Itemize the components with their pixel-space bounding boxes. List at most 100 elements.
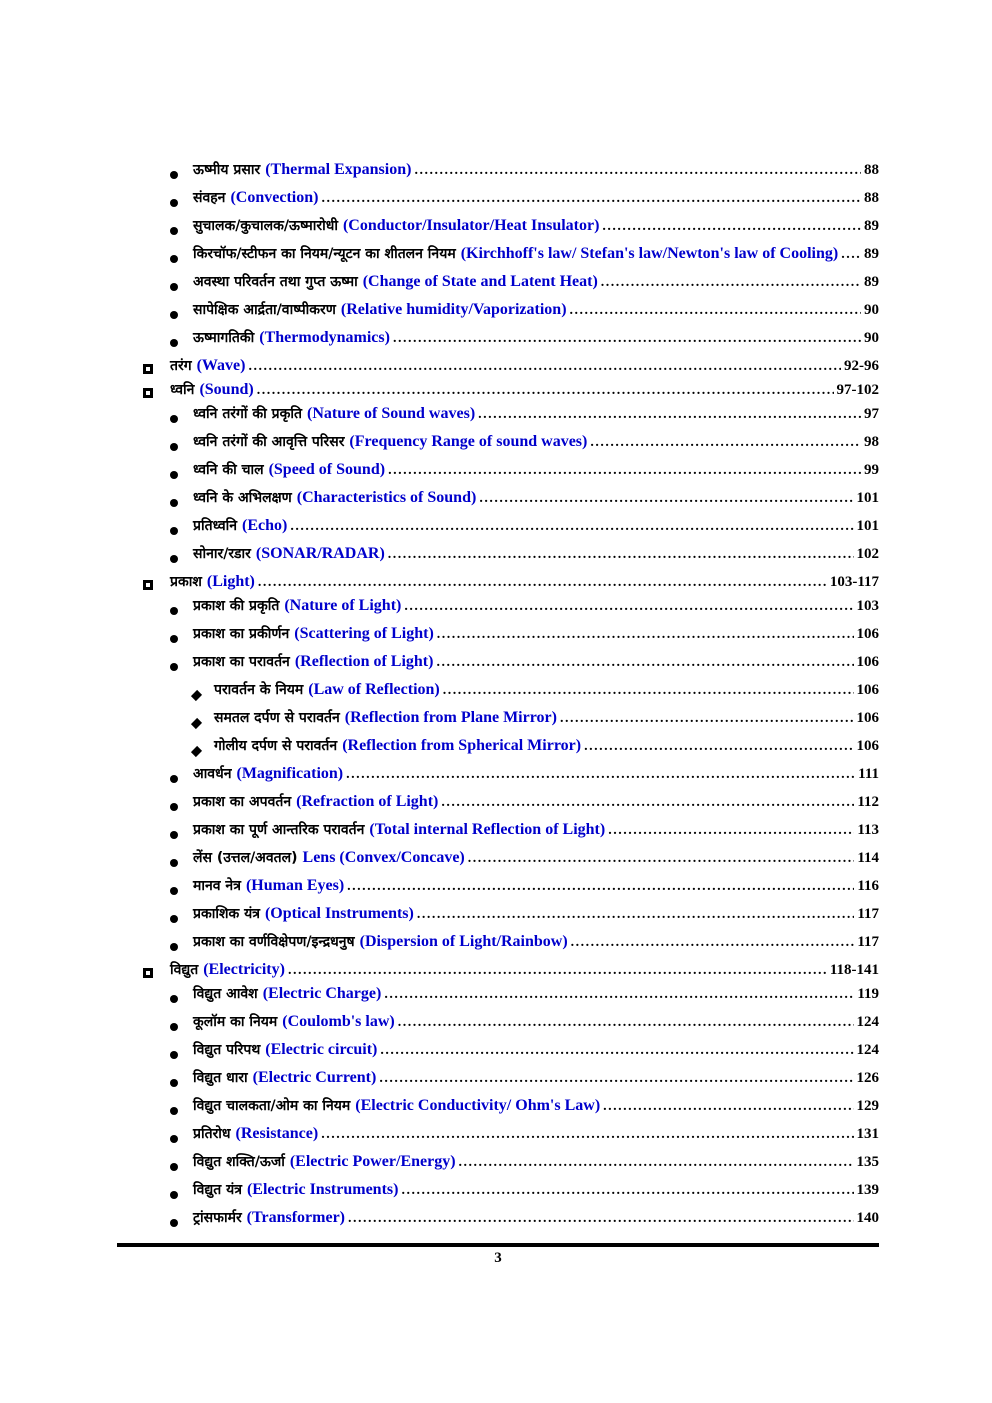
circle-bullet-icon <box>170 803 178 811</box>
toc-entry-title-hindi: प्रकाश का पूर्ण आन्तरिक परावर्तन <box>193 822 365 838</box>
dot-leader <box>601 275 861 291</box>
square-bullet-icon <box>143 968 153 978</box>
toc-entry-title-english: (Characteristics of Sound) <box>296 489 477 506</box>
circle-bullet-icon <box>170 775 178 783</box>
toc-entry-page-number: 135 <box>856 1154 880 1170</box>
dot-leader <box>290 519 853 535</box>
toc-entry-title-hindi: मानव नेत्र <box>193 878 241 894</box>
toc-entry-page-number: 124 <box>856 1014 880 1030</box>
toc-item-row: प्रकाश का प्रकीर्णन (Scattering of Light)… <box>117 624 879 652</box>
circle-bullet-icon <box>170 1191 178 1199</box>
dot-leader <box>398 1015 854 1031</box>
dot-leader <box>459 1155 854 1171</box>
dot-leader <box>603 1099 853 1115</box>
toc-entry-page-number: 106 <box>856 738 880 754</box>
toc-entry-page-number: 98 <box>864 434 879 450</box>
toc-entry-page-number: 139 <box>856 1182 880 1198</box>
toc-item-row: ध्वनि की चाल(Speed of Sound) 99 <box>117 460 879 488</box>
toc-entry-title-english: (Scattering of Light) <box>294 625 434 642</box>
toc-entry-title-english: (Dispersion of Light/Rainbow) <box>359 933 568 950</box>
toc-entry-page-number: 113 <box>857 822 879 838</box>
toc-entry-title-english: (Thermal Expansion) <box>265 161 412 178</box>
toc-entry-title-english: (Electric Instruments) <box>246 1181 399 1198</box>
circle-bullet-icon <box>170 995 178 1003</box>
toc-entry-page-number: 92-96 <box>844 358 879 374</box>
toc-entry-title-english: (Magnification) <box>236 765 344 782</box>
toc-entry-title-hindi: सोनार/रडार <box>193 546 251 562</box>
toc-entry-title-hindi: प्रकाश का अपवर्तन <box>193 794 292 810</box>
toc-entry-page-number: 106 <box>856 654 880 670</box>
toc-entry-title-hindi: गोलीय दर्पण से परावर्तन <box>214 738 338 754</box>
dot-leader <box>841 247 861 263</box>
toc-entry-title-hindi: विद्युत यंत्र <box>193 1182 242 1198</box>
circle-bullet-icon <box>170 1163 178 1171</box>
dot-leader <box>258 575 827 591</box>
circle-bullet-icon <box>170 663 178 671</box>
circle-bullet-icon <box>170 227 178 235</box>
toc-entry-title-hindi: विद्युत <box>170 962 199 978</box>
dot-leader <box>248 359 841 375</box>
dot-leader <box>571 935 855 951</box>
toc-item-row: प्रकाश की प्रकृति(Nature of Light) 103 <box>117 596 879 624</box>
toc-item-row: विद्युत चालकता/ओम का नियम (Electric Condu… <box>117 1096 879 1124</box>
dot-leader <box>401 1183 853 1199</box>
toc-entry-title-hindi: ध्वनि तरंगों की प्रकृति <box>193 406 302 422</box>
toc-entry-title-english: (Convection) <box>230 189 319 206</box>
toc-item-row: विद्युत धारा(Electric Current) 126 <box>117 1068 879 1096</box>
toc-item-row: संवहन(Convection) 88 <box>117 188 879 216</box>
dot-leader <box>288 963 827 979</box>
circle-bullet-icon <box>170 607 178 615</box>
toc-entry-title-hindi: प्रकाशिक यंत्र <box>193 906 260 922</box>
dot-leader <box>346 767 855 783</box>
toc-subitem-row: समतल दर्पण से परावर्तन (Reflection from P… <box>117 708 879 736</box>
circle-bullet-icon <box>170 499 178 507</box>
toc-entry-page-number: 111 <box>858 766 879 782</box>
circle-bullet-icon <box>170 471 178 479</box>
toc-entry-title-hindi: ऊष्मीय प्रसार <box>193 162 261 178</box>
toc-entry-title-hindi: प्रकाश का प्रकीर्णन <box>193 626 290 642</box>
toc-section-row: विद्युत(Electricity) 118-141 <box>117 960 879 984</box>
toc-entry-page-number: 103 <box>856 598 880 614</box>
toc-entry-title-hindi: विद्युत शक्ति/ऊर्जा <box>193 1154 285 1170</box>
circle-bullet-icon <box>170 339 178 347</box>
circle-bullet-icon <box>170 1023 178 1031</box>
toc-entry-title-english: (Nature of Sound waves) <box>306 405 476 422</box>
toc-entry-page-number: 90 <box>864 302 879 318</box>
circle-bullet-icon <box>170 635 178 643</box>
toc-item-row: सुचालक/कुचालक/ऊष्मारोधी (Conductor/Insula… <box>117 216 879 244</box>
toc-entry-page-number: 126 <box>856 1070 880 1086</box>
toc-entry-title-english: (Optical Instruments) <box>264 905 414 922</box>
dot-leader <box>478 407 861 423</box>
toc-entry-page-number: 89 <box>864 246 879 262</box>
toc-entry-title-hindi: विद्युत चालकता/ओम का नियम <box>193 1098 351 1114</box>
dot-leader <box>584 739 853 755</box>
toc-entry-page-number: 116 <box>857 878 879 894</box>
toc-entry-title-hindi: सुचालक/कुचालक/ऊष्मारोधी <box>193 218 338 234</box>
toc-entry-title-english: (Reflection of Light) <box>294 653 434 670</box>
toc-entry-page-number: 103-117 <box>829 574 879 590</box>
footer-divider <box>117 1243 879 1247</box>
circle-bullet-icon <box>170 831 178 839</box>
diamond-bullet-icon <box>190 745 203 757</box>
circle-bullet-icon <box>170 527 178 535</box>
circle-bullet-icon <box>170 1219 178 1227</box>
circle-bullet-icon <box>170 915 178 923</box>
toc-section-row: तरंग(Wave) 92-96 <box>117 356 879 380</box>
toc-item-row: ऊष्मागतिकी(Thermodynamics) 90 <box>117 328 879 356</box>
circle-bullet-icon <box>170 199 178 207</box>
toc-entry-page-number: 106 <box>856 710 880 726</box>
toc-entry-title-english: (Human Eyes) <box>245 877 345 894</box>
dot-leader <box>602 219 861 235</box>
dot-leader <box>347 879 854 895</box>
circle-bullet-icon <box>170 171 178 179</box>
toc-entry-title-hindi: ध्वनि की चाल <box>193 462 264 478</box>
dot-leader <box>441 795 854 811</box>
toc-entry-title-english: (Echo) <box>242 517 288 534</box>
toc-item-row: ध्वनि के अभिलक्षण (Characteristics of Sou… <box>117 488 879 516</box>
toc-entry-title-english: (Nature of Light) <box>284 597 402 614</box>
toc-entry-title-english: (Sound) <box>199 381 254 398</box>
circle-bullet-icon <box>170 415 178 423</box>
toc-subitem-row: गोलीय दर्पण से परावर्तन (Reflection from … <box>117 736 879 764</box>
toc-entry-title-english: (Frequency Range of sound waves) <box>349 433 588 450</box>
